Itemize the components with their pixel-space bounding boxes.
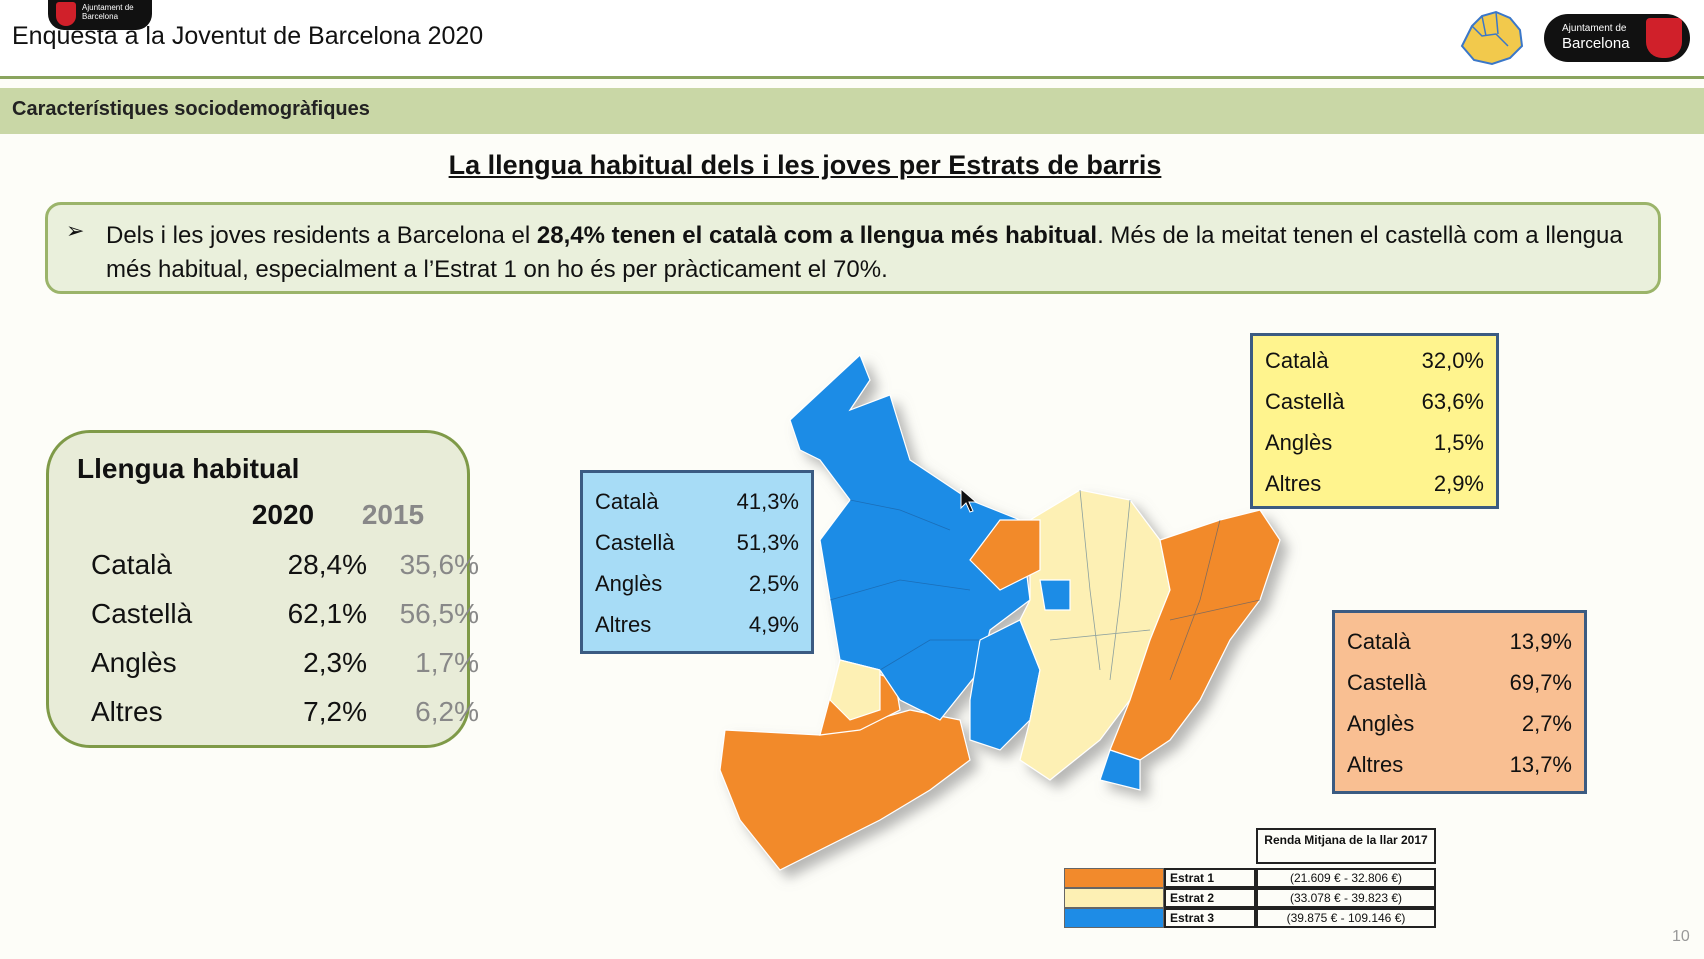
- arrow-bullet-icon: ➢: [66, 219, 85, 244]
- ajuntament-mini-logo: Ajuntament de Barcelona: [48, 0, 152, 30]
- section-bar: Característiques sociodemogràfiques: [0, 88, 1704, 134]
- map-region-estrat1: [969, 519, 1041, 591]
- map-region-estrat2: [1019, 489, 1171, 781]
- deck-title: Enquesta a la Joventut de Barcelona 2020: [12, 22, 484, 50]
- map-region-estrat3: [1099, 749, 1141, 791]
- table-row: Català 28,4% 35,6%: [91, 549, 479, 580]
- legend-header: Renda Mitjana de la llar 2017: [1256, 828, 1436, 864]
- table-row: Altres 7,2% 6,2%: [91, 696, 479, 727]
- estrat2-swatch: [1064, 888, 1164, 908]
- legend-row: Estrat 1 (21.609 € - 32.806 €): [1064, 868, 1438, 888]
- estrat1-language-box: Català 13,9% Castellà 69,7% Anglès 2,7% Alt…: [1332, 610, 1587, 794]
- estrat2-language-box: Català 32,0% Castellà 63,6% Anglès 1,5% Alt…: [1250, 333, 1499, 509]
- slide-title: La llengua habitual dels i les joves per…: [448, 150, 1162, 180]
- legend-row: Estrat 3 (39.875 € - 109.146 €): [1064, 908, 1438, 928]
- header-bar: Ajuntament de Barcelona Enquesta a la Jov…: [0, 0, 1704, 79]
- list-item: Anglès 2,7%: [1347, 711, 1572, 736]
- logo-line2: Barcelona: [1562, 35, 1630, 52]
- list-item: Català 32,0%: [1265, 348, 1484, 373]
- mini-logo-line1: Ajuntament de: [82, 3, 134, 12]
- coat-of-arms-icon: [1646, 18, 1682, 58]
- estrat3-swatch: [1064, 908, 1164, 928]
- barcelona-strata-map: [719, 353, 1281, 871]
- estrat1-swatch: [1064, 868, 1164, 888]
- list-item: Castellà 63,6%: [1265, 389, 1484, 414]
- mini-logo-line2: Barcelona: [82, 12, 119, 21]
- list-item: Castellà 69,7%: [1347, 670, 1572, 695]
- table-row: Anglès 2,3% 1,7%: [91, 647, 479, 678]
- legend-row: Estrat 2 (33.078 € - 39.823 €): [1064, 888, 1438, 908]
- list-item: Altres 2,9%: [1265, 471, 1484, 496]
- mouse-cursor-icon: [960, 488, 978, 513]
- estrat3-language-box: Català 41,3% Castellà 51,3% Anglès 2,5% Alt…: [580, 470, 814, 654]
- summary-text: Dels i les joves residents a Barcelona e…: [106, 222, 1623, 283]
- map-region-estrat3: [1039, 579, 1071, 611]
- map-region-estrat1: [1109, 509, 1281, 761]
- llengua-habitual-table: Llengua habitual 2020 2015 Català 28,4% …: [46, 430, 479, 748]
- column-header-2020: 2020: [251, 499, 315, 530]
- list-item: Altres 4,9%: [595, 612, 799, 637]
- table-title: Llengua habitual: [77, 453, 300, 484]
- list-item: Altres 13,7%: [1347, 752, 1572, 777]
- list-item: Català 41,3%: [595, 489, 799, 514]
- list-item: Català 13,9%: [1347, 629, 1572, 654]
- map-region-estrat1: [719, 709, 971, 871]
- page-number: 10: [1672, 928, 1690, 945]
- list-item: Anglès 1,5%: [1265, 430, 1484, 455]
- map-region-estrat2: [829, 659, 881, 721]
- column-header-2015: 2015: [361, 499, 425, 530]
- list-item: Anglès 2,5%: [595, 571, 799, 596]
- barcelona-map-thumbnail-icon: [1460, 10, 1524, 66]
- logo-line1: Ajuntament de: [1562, 23, 1627, 34]
- section-label: Característiques sociodemogràfiques: [12, 98, 370, 120]
- summary-callout: ➢ Dels i les joves residents a Barcelona…: [45, 202, 1661, 294]
- ajuntament-barcelona-logo: Ajuntament de Barcelona: [1544, 14, 1690, 62]
- shield-icon: [56, 2, 76, 26]
- list-item: Castellà 51,3%: [595, 530, 799, 555]
- table-row: Castellà 62,1% 56,5%: [91, 598, 479, 629]
- income-legend: Renda Mitjana de la llar 2017 Estrat 1 (…: [1064, 828, 1438, 928]
